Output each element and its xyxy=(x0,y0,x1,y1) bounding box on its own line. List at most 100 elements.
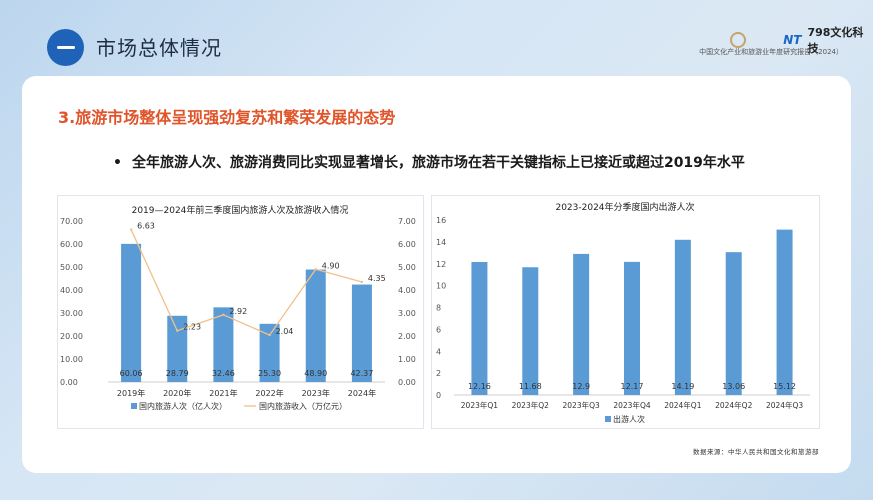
bar-domestic-trips xyxy=(259,323,280,382)
dash-mark xyxy=(56,46,75,49)
x-tick-label: 2023年 xyxy=(302,388,330,398)
line-data-label: 6.63 xyxy=(137,222,155,231)
bar-data-label: 11.68 xyxy=(519,382,542,391)
y-right-tick-label: 0.00 xyxy=(398,378,416,387)
bar-quarterly-trips xyxy=(674,239,691,395)
bar-domestic-trips xyxy=(305,269,326,382)
bar-quarterly-trips xyxy=(624,261,640,395)
legend-swatch-bar xyxy=(131,403,137,409)
bar-data-label: 60.06 xyxy=(120,369,143,378)
chart-title: 2023-2024年分季度国内出游人次 xyxy=(555,201,694,213)
page-title: 市场总体情况 xyxy=(96,36,222,60)
bar-data-label: 32.46 xyxy=(212,369,235,378)
quarterly-chart: 2023-2024年分季度国内出游人次 0 2 4 6 8 10 12 14 16 12.16 202… xyxy=(436,201,810,424)
y-right-tick-label: 2.00 xyxy=(398,332,416,341)
x-tick-label: 2023年Q2 xyxy=(512,400,549,410)
y-tick-label: 8 xyxy=(436,304,441,313)
line-point xyxy=(129,228,133,231)
y-right-tick-label: 5.00 xyxy=(398,263,416,272)
bar-quarterly-trips xyxy=(573,253,590,395)
y-right-tick-label: 7.00 xyxy=(398,217,416,226)
bar-data-label: 12.9 xyxy=(572,382,590,391)
x-tick-label: 2023年Q4 xyxy=(613,400,650,410)
y-left-tick-label: 0.00 xyxy=(60,378,78,387)
bar-data-label: 48.90 xyxy=(304,369,327,378)
y-left-tick-label: 20.00 xyxy=(60,332,83,341)
bar-data-label: 25.30 xyxy=(258,369,281,378)
y-left-tick-label: 40.00 xyxy=(60,286,83,295)
chart-panel-annual: 2019—2024年前三季度国内旅游人次及旅游收入情况 0.00 10.00 20.0… xyxy=(57,195,424,429)
chart-panel-quarterly: 2023-2024年分季度国内出游人次 0 2 4 6 8 10 12 14 16 12.16 202… xyxy=(431,195,820,429)
y-tick-label: 0 xyxy=(436,391,441,400)
legend-swatch-bar xyxy=(605,416,611,422)
x-tick-label: 2024年Q3 xyxy=(766,400,803,410)
bar-quarterly-trips xyxy=(776,229,793,395)
x-tick-label: 2024年Q2 xyxy=(715,400,752,410)
x-tick-label: 2021年 xyxy=(209,388,237,398)
x-tick-label: 2023年Q1 xyxy=(461,400,498,410)
bar-domestic-trips xyxy=(121,243,142,382)
bar-domestic-trips xyxy=(213,307,234,382)
line-data-label: 2.92 xyxy=(229,307,247,316)
y-tick-label: 4 xyxy=(436,347,441,356)
x-tick-label: 2024年Q1 xyxy=(664,400,701,410)
key-point-text: 全年旅游人次、旅游消费同比实现显著增长，旅游市场在若干关键指标上已接近或超过20… xyxy=(131,155,745,171)
section-title: 3.旅游市场整体呈现强劲复苏和繁荣发展的态势 xyxy=(58,108,396,127)
key-point: • 全年旅游人次、旅游消费同比实现显著增长，旅游市场在若干关键指标上已接近或超过2… xyxy=(113,152,745,172)
y-left-tick-label: 70.00 xyxy=(60,217,83,226)
bar-data-label: 12.16 xyxy=(468,382,491,391)
logo-group: NT 798文化科技 xyxy=(730,24,873,56)
chart-title: 2019—2024年前三季度国内旅游人次及旅游收入情况 xyxy=(132,204,349,216)
bar-quarterly-trips xyxy=(725,252,742,395)
line-domestic-revenue xyxy=(130,229,363,336)
line-point xyxy=(314,268,317,271)
y-left-tick-label: 10.00 xyxy=(60,355,83,364)
x-tick-label: 2022年 xyxy=(255,388,283,398)
y-right-tick-label: 4.00 xyxy=(398,286,416,295)
y-left-tick-label: 50.00 xyxy=(60,263,83,272)
line-data-label: 2.04 xyxy=(276,327,294,336)
seal-logo xyxy=(730,32,746,48)
line-data-label: 4.90 xyxy=(322,261,340,270)
line-point xyxy=(176,329,179,332)
line-data-label: 2.23 xyxy=(183,323,201,332)
y-left-tick-label: 60.00 xyxy=(60,240,83,249)
y-right-tick-label: 1.00 xyxy=(398,355,416,364)
line-point xyxy=(222,313,225,317)
x-tick-label: 2019年 xyxy=(117,388,145,398)
legend-label-line: 国内旅游收入（万亿元） xyxy=(259,401,347,411)
legend-label-bar: 出游人次 xyxy=(613,414,645,424)
section-number-badge xyxy=(47,29,84,66)
y-tick-label: 2 xyxy=(436,369,441,378)
bar-domestic-trips xyxy=(167,315,188,382)
798-logo: 798文化科技 xyxy=(807,26,864,55)
y-tick-label: 16 xyxy=(436,216,446,225)
bar-data-label: 14.19 xyxy=(671,382,694,391)
legend-label-bar: 国内旅游人次（亿人次） xyxy=(139,401,227,411)
data-source: 数据来源：中华人民共和国文化和旅游部 xyxy=(693,448,819,456)
x-tick-label: 2023年Q3 xyxy=(563,400,600,410)
y-tick-label: 6 xyxy=(436,325,441,334)
line-data-label: 4.35 xyxy=(368,274,386,283)
bar-data-label: 28.79 xyxy=(166,369,189,378)
bar-data-label: 13.06 xyxy=(722,382,745,391)
y-left-tick-label: 30.00 xyxy=(60,309,83,318)
line-point xyxy=(360,280,364,284)
y-right-tick-label: 3.00 xyxy=(398,309,416,318)
y-tick-label: 12 xyxy=(436,260,446,269)
y-tick-label: 14 xyxy=(436,238,446,247)
bar-quarterly-trips xyxy=(471,262,488,395)
bar-domestic-trips xyxy=(351,284,372,382)
x-tick-label: 2024年 xyxy=(348,388,376,398)
y-tick-label: 10 xyxy=(436,282,446,291)
bar-quarterly-trips xyxy=(522,267,539,395)
y-right-tick-label: 6.00 xyxy=(398,240,416,249)
nt-logo: NT xyxy=(783,33,802,47)
bar-data-label: 12.17 xyxy=(621,382,644,391)
x-tick-label: 2020年 xyxy=(163,388,191,398)
bar-data-label: 42.37 xyxy=(350,369,373,378)
line-point xyxy=(268,333,271,337)
bar-data-label: 15.12 xyxy=(773,382,796,391)
report-subtitle: 中国文化产业和旅游业年度研究报告（2024） xyxy=(699,48,843,56)
annual-chart: 2019—2024年前三季度国内旅游人次及旅游收入情况 0.00 10.00 20.0… xyxy=(60,204,416,411)
